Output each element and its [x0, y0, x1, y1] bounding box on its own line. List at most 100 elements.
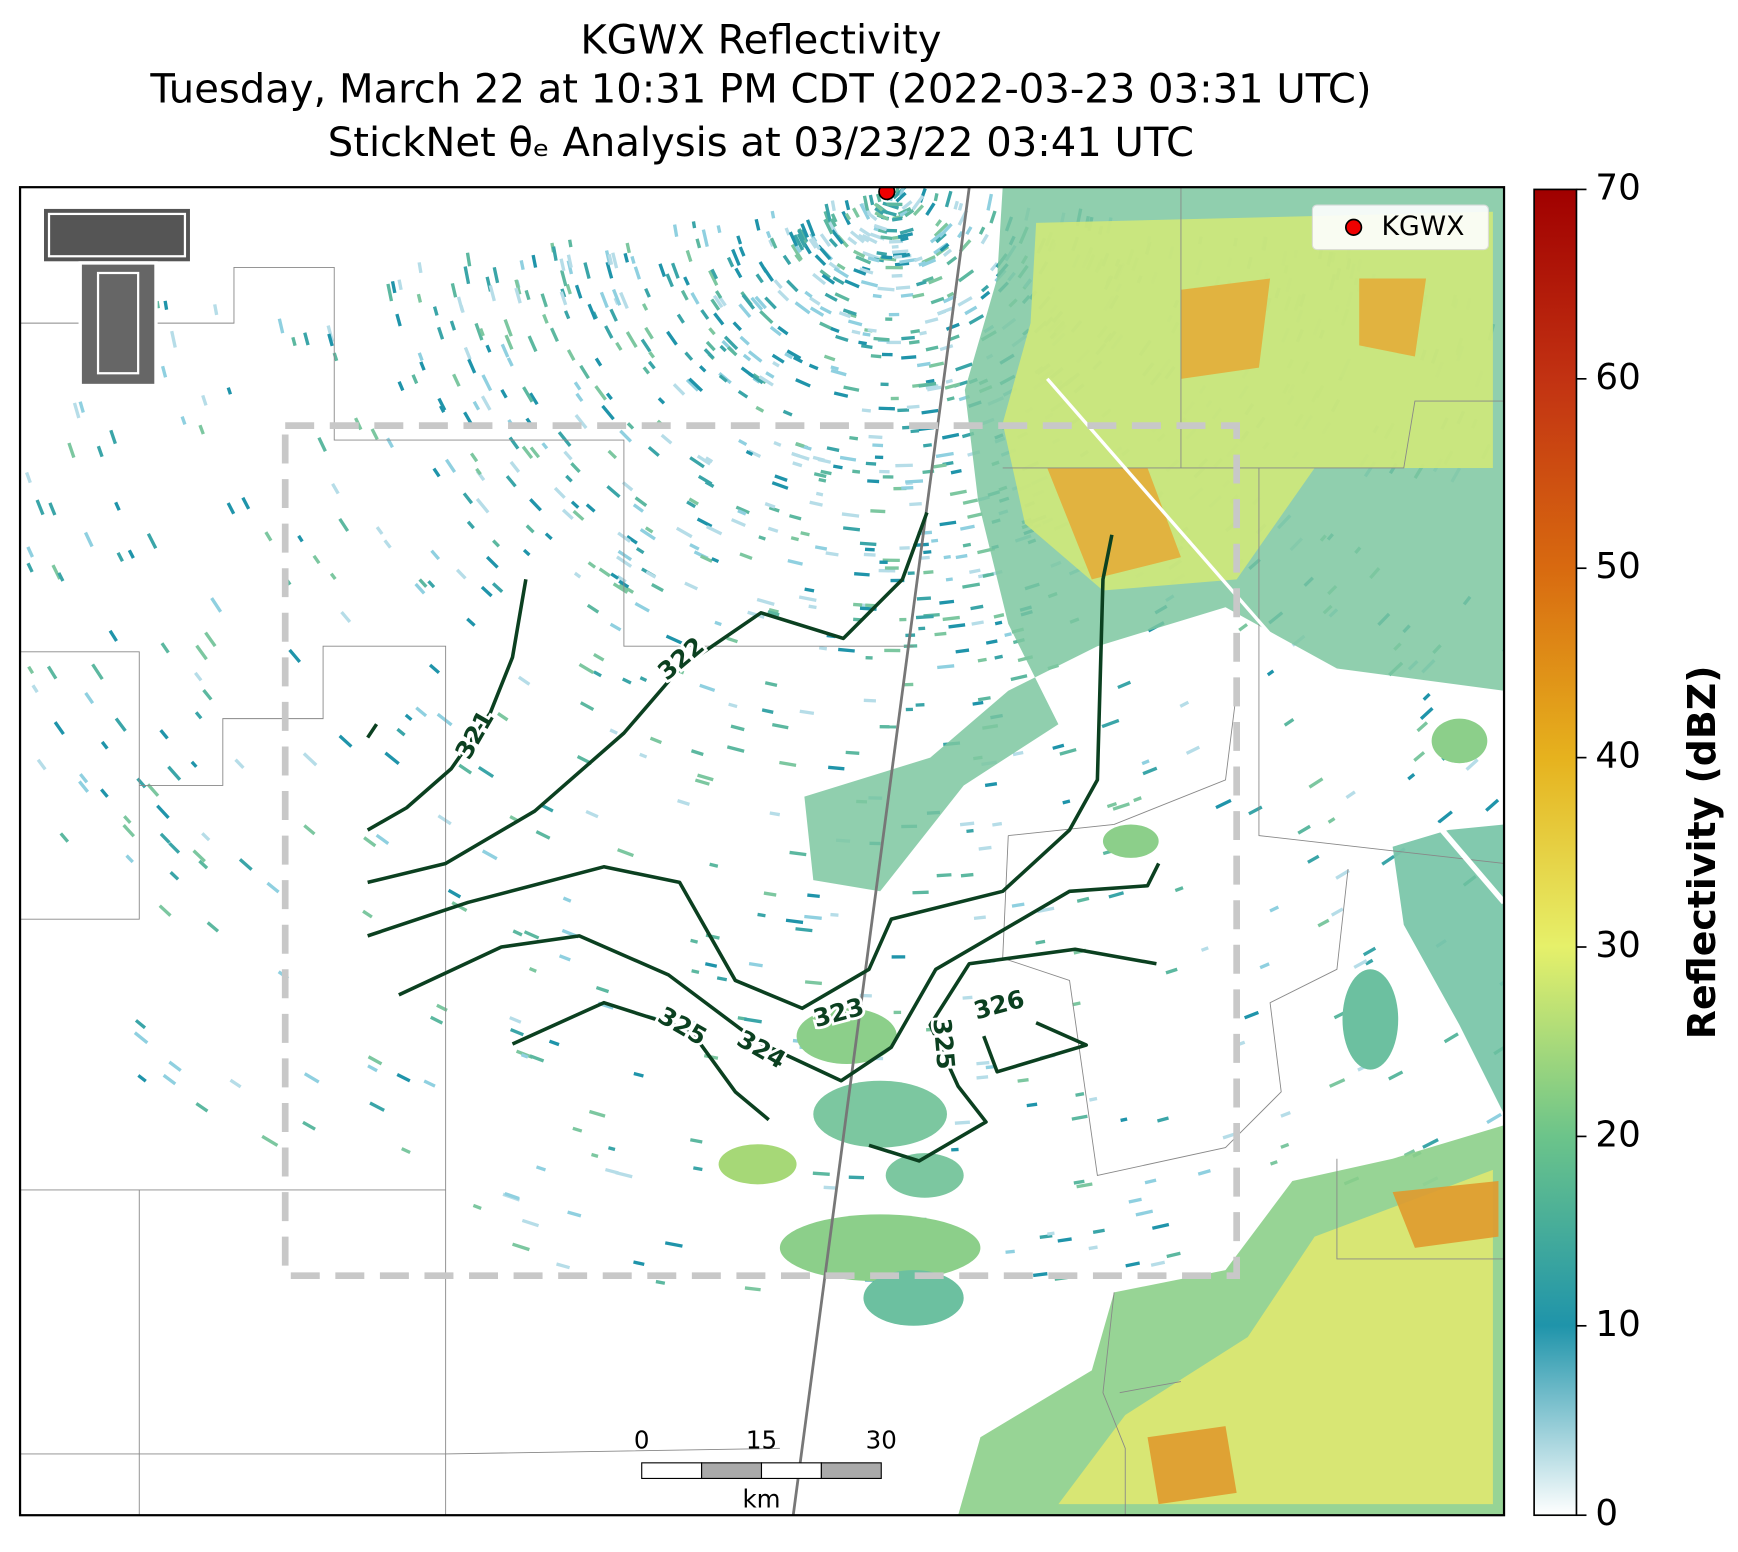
echo-speckle	[35, 499, 45, 516]
echo-speckle	[1112, 802, 1130, 811]
echo-speckle	[901, 355, 917, 360]
echo-speckle	[180, 416, 187, 426]
echo-speckle	[745, 450, 754, 456]
echo-speckle	[737, 389, 749, 399]
echo-speckle	[928, 275, 943, 285]
echo-speckle	[162, 1073, 177, 1086]
echo-speckle	[708, 327, 716, 336]
echo-speckle	[524, 289, 531, 301]
echo-speckle	[452, 373, 461, 387]
echo-speckle	[843, 385, 860, 392]
echo-speckle	[715, 290, 723, 299]
echo-speckle	[813, 472, 827, 479]
echo-speckle	[705, 456, 714, 464]
echo-speckle	[367, 1055, 383, 1066]
echo-speckle	[754, 295, 767, 310]
echo-speckle	[500, 343, 510, 358]
echo-speckle	[895, 285, 911, 291]
echo-speckle	[560, 269, 568, 287]
echo-speckle	[521, 445, 534, 460]
echo-speckle	[509, 1016, 522, 1024]
analysis-box	[281, 422, 1240, 1280]
echo-speckle	[665, 634, 683, 645]
echo-speckle	[936, 873, 952, 878]
echo-speckle	[1381, 854, 1396, 866]
echo-speckle	[500, 388, 508, 399]
echo-speckle	[755, 273, 764, 284]
echo-speckle	[701, 229, 709, 247]
echo-speckle	[942, 248, 953, 257]
echo-speckle	[748, 961, 763, 968]
echo-speckle	[985, 1065, 995, 1070]
echo-speckle	[57, 572, 65, 582]
echo-speckle	[1266, 669, 1275, 677]
echo-speckle	[876, 251, 888, 257]
echo-speckle	[312, 554, 321, 565]
echo-speckle	[933, 222, 949, 238]
echo-speckle	[619, 429, 633, 443]
contour-line	[398, 862, 1161, 1083]
echo-speckle	[732, 321, 742, 332]
echo-speckle	[863, 698, 877, 703]
echo-speckle	[156, 804, 170, 820]
echo-speckle	[800, 223, 810, 239]
echo-speckle	[509, 1028, 524, 1037]
echo-speckle	[690, 938, 699, 944]
echo-speckle	[137, 1074, 147, 1083]
echo-speckle	[870, 354, 882, 359]
echo-speckle	[966, 828, 974, 834]
echo-speckle	[439, 405, 446, 413]
echo-speckle	[967, 512, 983, 519]
echo-speckle	[994, 654, 1003, 660]
echo-speckle	[644, 526, 654, 534]
echo-speckle	[944, 190, 953, 208]
echo-speckle	[1089, 1096, 1098, 1102]
echo-speckle	[939, 520, 957, 527]
echo-speckle	[819, 269, 831, 280]
echo-speckle	[757, 912, 766, 918]
echo-speckle	[695, 238, 702, 249]
echo-speckle	[517, 675, 531, 686]
echo-speckle	[634, 601, 650, 613]
echo-speckle	[885, 317, 893, 321]
echo-speckle	[1222, 1132, 1235, 1140]
echo-speckle	[930, 296, 945, 305]
echo-speckle	[688, 377, 704, 393]
echo-speckle	[690, 749, 704, 757]
echo-speckle	[414, 582, 426, 595]
echo-speckle	[463, 266, 471, 285]
echo-speckle	[213, 304, 219, 316]
echo-speckle	[1092, 1228, 1105, 1234]
echo-speckle	[78, 780, 90, 793]
echo-speckle	[794, 244, 802, 254]
echo-speckle	[574, 284, 583, 299]
echo-speckle	[970, 604, 984, 611]
echo-speckle	[849, 435, 859, 441]
echo-speckle	[868, 434, 883, 440]
echo-speckle	[505, 475, 517, 488]
echo-speckle	[492, 266, 500, 284]
echo-speckle	[520, 1053, 529, 1059]
echo-speckle	[792, 461, 803, 468]
echo-speckle	[1185, 745, 1201, 755]
echo-speckle	[839, 455, 857, 462]
echo-speckle	[716, 225, 722, 234]
echo-speckle	[417, 352, 424, 362]
echo-speckle	[664, 1241, 683, 1248]
echo-speckle	[769, 325, 782, 337]
echo-speckle	[491, 582, 504, 593]
echo-speckle	[386, 283, 394, 302]
echo-speckle	[329, 572, 337, 581]
echo-speckle	[800, 531, 810, 537]
echo-speckle	[771, 481, 789, 490]
echo-speckle	[59, 832, 70, 843]
echo-speckle	[450, 283, 458, 298]
echo-speckle	[615, 341, 623, 351]
echo-speckle	[456, 296, 464, 312]
echo-speckle	[895, 463, 913, 468]
echo-speckle	[432, 467, 441, 478]
echo-speckle	[818, 646, 828, 651]
title-line: StickNet θₑ Analysis at 03/23/22 03:41 U…	[328, 120, 1194, 166]
echo-speckle	[936, 306, 955, 316]
echo-speckle	[302, 752, 318, 767]
